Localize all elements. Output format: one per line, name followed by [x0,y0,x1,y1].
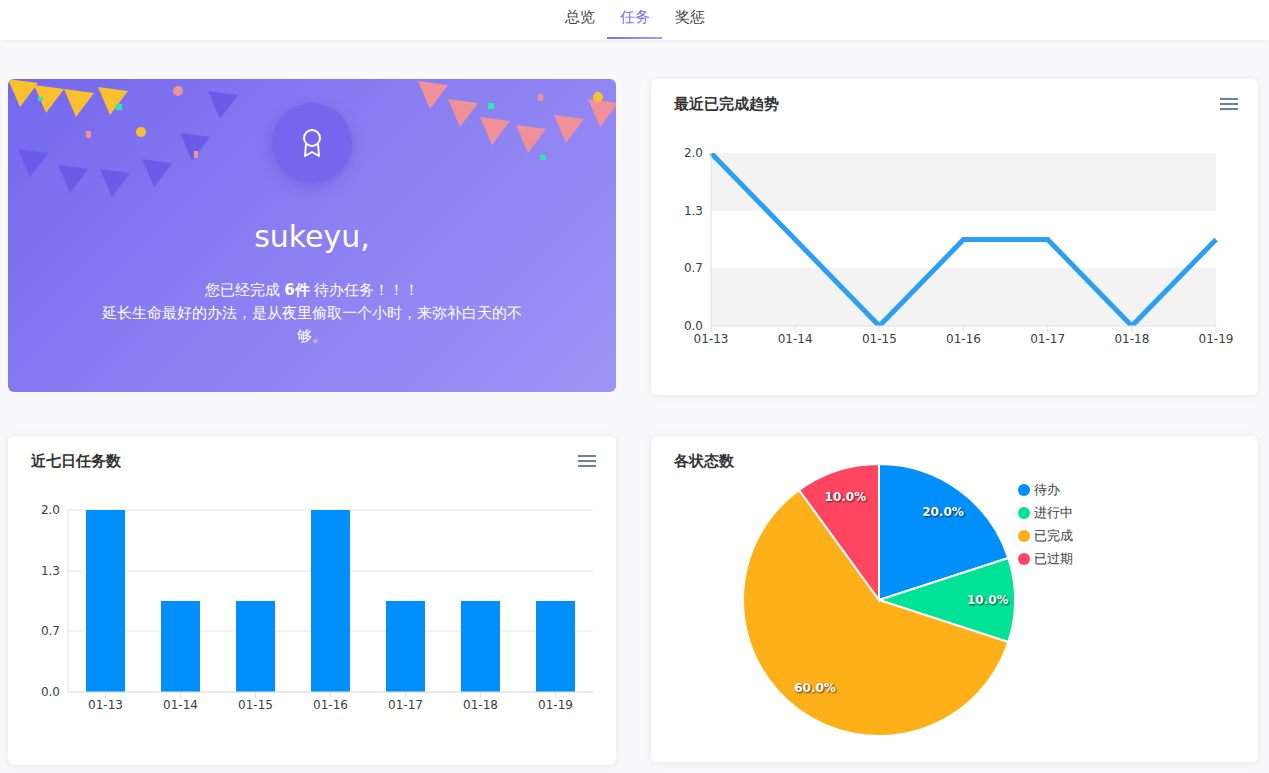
svg-text:01-13: 01-13 [694,332,729,346]
svg-text:01-19: 01-19 [1199,332,1234,346]
svg-text:10.0%: 10.0% [825,490,867,504]
svg-text:01-14: 01-14 [163,698,198,712]
html-text:各状态数: 各状态数 [674,452,734,470]
html-text:总览: 总览 [564,8,595,26]
svg-text:01-13: 01-13 [88,698,123,712]
svg-text:1.3: 1.3 [41,564,60,578]
html-text:已过期: 已过期 [1034,550,1073,566]
html-text:sukeyu,: sukeyu, [254,219,370,254]
svg-text:01-16: 01-16 [946,332,981,346]
svg-text:01-18: 01-18 [463,698,498,712]
svg-text:01-17: 01-17 [1030,332,1065,346]
html-text:待办: 待办 [1034,481,1060,497]
svg-text:60.0%: 60.0% [794,681,836,695]
html-text:您已经完成6件待办任务！！！: 您已经完成6件待办任务！！！ [204,281,420,299]
svg-text:01-15: 01-15 [238,698,273,712]
svg-text:1.3: 1.3 [684,204,703,218]
html-text:延长生命最好的办法，是从夜里偷取一个小时，来弥补白天的不够。: 延长生命最好的办法，是从夜里偷取一个小时，来弥补白天的不够。 [102,304,522,345]
svg-text:2.0: 2.0 [684,146,703,160]
svg-text:2.0: 2.0 [41,503,60,517]
html-text:进行中: 进行中 [1034,504,1073,520]
svg-text:01-18: 01-18 [1114,332,1149,346]
svg-text:01-17: 01-17 [388,698,423,712]
html-text:任务: 任务 [619,8,650,26]
svg-text:01-14: 01-14 [778,332,813,346]
svg-text:0.0: 0.0 [684,319,703,333]
svg-text:0.7: 0.7 [41,624,60,638]
html-text:近七日任务数: 近七日任务数 [31,452,121,470]
html-text:已完成: 已完成 [1034,527,1073,543]
html-text:最近已完成趋势: 最近已完成趋势 [674,95,779,113]
svg-text:0.0: 0.0 [41,685,60,699]
svg-text:01-19: 01-19 [538,698,573,712]
svg-text:01-15: 01-15 [862,332,897,346]
svg-text:01-16: 01-16 [313,698,348,712]
html-text:奖惩: 奖惩 [674,8,705,26]
svg-text:10.0%: 10.0% [967,593,1009,607]
svg-text:20.0%: 20.0% [922,505,964,519]
svg-text:0.7: 0.7 [684,261,703,275]
